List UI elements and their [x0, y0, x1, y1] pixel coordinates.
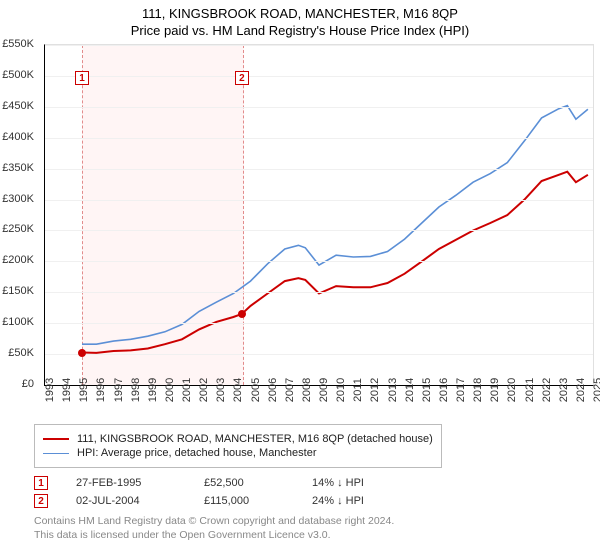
x-axis: 1993199419951996199719981999200020012002… [44, 386, 594, 420]
chart-title-line1: 111, KINGSBROOK ROAD, MANCHESTER, M16 8Q… [0, 6, 600, 21]
legend-item: 111, KINGSBROOK ROAD, MANCHESTER, M16 8Q… [43, 433, 433, 445]
x-tick-label: 2020 [506, 378, 518, 402]
x-tick-label: 1999 [147, 378, 159, 402]
sale-point-dot [238, 310, 246, 318]
gridline-h [45, 261, 593, 262]
x-tick-label: 1993 [44, 378, 56, 402]
x-tick-label: 1995 [78, 378, 90, 402]
y-tick-label: £550K [2, 38, 34, 50]
gridline-h [45, 45, 593, 46]
gridline-h [45, 230, 593, 231]
gridline-h [45, 169, 593, 170]
x-tick-label: 2000 [164, 378, 176, 402]
x-tick-label: 2008 [301, 378, 313, 402]
x-tick-label: 2002 [198, 378, 210, 402]
x-tick-label: 2006 [267, 378, 279, 402]
x-tick-label: 2022 [541, 378, 553, 402]
x-tick-label: 2010 [335, 378, 347, 402]
y-tick-label: £500K [2, 69, 34, 81]
x-tick-label: 2024 [575, 378, 587, 402]
transaction-price: £52,500 [204, 477, 284, 489]
x-tick-label: 2013 [387, 378, 399, 402]
x-tick-label: 2014 [404, 378, 416, 402]
footer-line2: This data is licensed under the Open Gov… [34, 528, 590, 542]
sale-marker-badge: 2 [235, 71, 249, 85]
gridline-h [45, 76, 593, 77]
y-tick-label: £100K [2, 316, 34, 328]
gridline-h [45, 354, 593, 355]
transaction-vs-hpi: 14% ↓ HPI [312, 477, 364, 489]
transaction-date: 27-FEB-1995 [76, 477, 176, 489]
gridline-h [45, 292, 593, 293]
x-tick-label: 2019 [489, 378, 501, 402]
x-tick-label: 2017 [455, 378, 467, 402]
x-tick-label: 2016 [438, 378, 450, 402]
x-tick-label: 2012 [369, 378, 381, 402]
footer-attribution: Contains HM Land Registry data © Crown c… [34, 514, 590, 542]
x-tick-label: 2025 [592, 378, 600, 402]
transaction-marker-badge: 2 [34, 494, 48, 508]
transaction-vs-hpi: 24% ↓ HPI [312, 495, 364, 507]
x-tick-label: 2001 [181, 378, 193, 402]
transaction-row: 2 02-JUL-2004 £115,000 24% ↓ HPI [34, 492, 590, 510]
x-tick-label: 2021 [524, 378, 536, 402]
x-tick-label: 1998 [130, 378, 142, 402]
x-tick-label: 1997 [113, 378, 125, 402]
y-tick-label: £150K [2, 285, 34, 297]
legend-label: HPI: Average price, detached house, Manc… [77, 447, 317, 459]
y-tick-label: £350K [2, 162, 34, 174]
legend-item: HPI: Average price, detached house, Manc… [43, 447, 433, 459]
y-tick-label: £450K [2, 100, 34, 112]
x-tick-label: 2009 [318, 378, 330, 402]
series-line-hpi [82, 106, 588, 345]
gridline-h [45, 138, 593, 139]
gridline-h [45, 323, 593, 324]
transaction-date: 02-JUL-2004 [76, 495, 176, 507]
x-tick-label: 2018 [472, 378, 484, 402]
y-tick-label: £200K [2, 254, 34, 266]
x-tick-label: 1996 [95, 378, 107, 402]
chart-svg [45, 45, 593, 385]
x-tick-label: 2003 [215, 378, 227, 402]
transaction-price: £115,000 [204, 495, 284, 507]
chart-container: 111, KINGSBROOK ROAD, MANCHESTER, M16 8Q… [0, 0, 600, 542]
y-tick-label: £250K [2, 223, 34, 235]
y-axis: £0£50K£100K£150K£200K£250K£300K£350K£400… [0, 44, 38, 386]
gridline-h [45, 107, 593, 108]
chart-title-line2: Price paid vs. HM Land Registry's House … [0, 23, 600, 38]
chart-titles: 111, KINGSBROOK ROAD, MANCHESTER, M16 8Q… [0, 0, 600, 38]
y-tick-label: £50K [8, 347, 34, 359]
y-tick-label: £0 [22, 378, 34, 390]
x-tick-label: 1994 [61, 378, 73, 402]
plot-area: 12 [44, 44, 594, 386]
sale-point-dot [78, 349, 86, 357]
transaction-row: 1 27-FEB-1995 £52,500 14% ↓ HPI [34, 474, 590, 492]
x-tick-label: 2005 [250, 378, 262, 402]
transactions-table: 1 27-FEB-1995 £52,500 14% ↓ HPI 2 02-JUL-2004… [34, 474, 590, 510]
transaction-marker-badge: 1 [34, 476, 48, 490]
x-tick-label: 2004 [232, 378, 244, 402]
x-tick-label: 2015 [421, 378, 433, 402]
y-tick-label: £300K [2, 193, 34, 205]
x-tick-label: 2011 [352, 378, 364, 402]
legend-box: 111, KINGSBROOK ROAD, MANCHESTER, M16 8Q… [34, 424, 442, 468]
y-tick-label: £400K [2, 131, 34, 143]
legend-label: 111, KINGSBROOK ROAD, MANCHESTER, M16 8Q… [77, 433, 433, 445]
legend-swatch [43, 438, 69, 440]
legend-swatch [43, 453, 69, 454]
footer-line1: Contains HM Land Registry data © Crown c… [34, 514, 590, 528]
sale-marker-badge: 1 [75, 71, 89, 85]
x-tick-label: 2023 [558, 378, 570, 402]
x-tick-label: 2007 [284, 378, 296, 402]
gridline-h [45, 200, 593, 201]
